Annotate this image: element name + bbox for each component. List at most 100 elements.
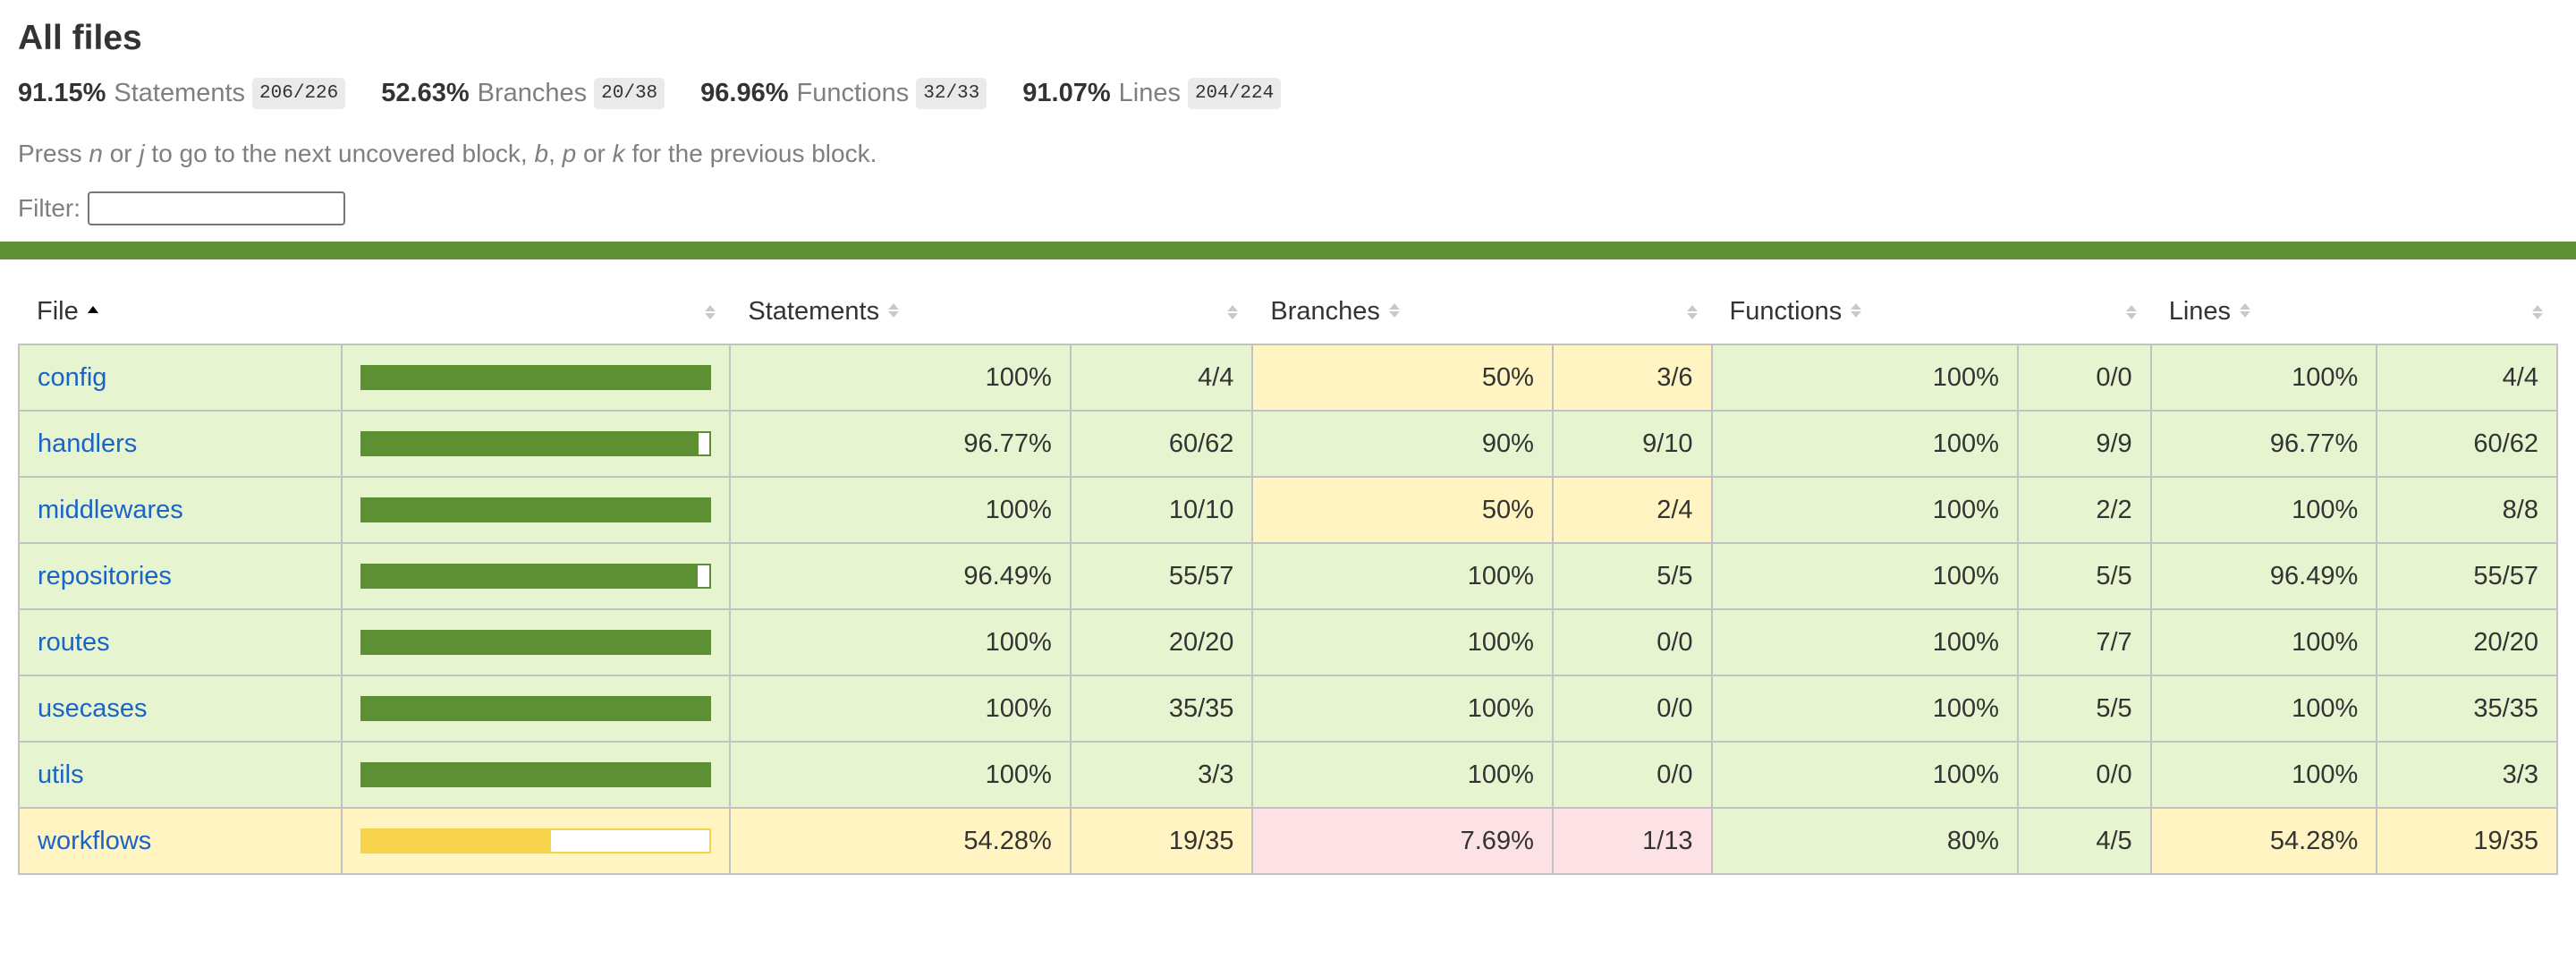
sort-ascending-icon [87, 305, 100, 315]
header-functions[interactable]: Functions [1712, 279, 2018, 344]
header-lines[interactable]: Lines [2151, 279, 2377, 344]
file-cell: config [17, 344, 343, 412]
functions-pct: 80% [1710, 807, 2019, 875]
coverage-bar [360, 564, 712, 589]
hint-key: k [612, 140, 625, 167]
lines-pct: 54.28% [2149, 807, 2378, 875]
coverage-bar [360, 365, 712, 390]
file-link[interactable]: handlers [38, 429, 138, 458]
header-file-bar[interactable] [342, 279, 730, 344]
header-branches[interactable]: Branches [1252, 279, 1552, 344]
lines-pct: 96.49% [2149, 542, 2378, 610]
coverage-bar-fill [362, 830, 551, 852]
header-label: Lines [2168, 296, 2232, 326]
branches-fraction: 3/6 [1551, 344, 1713, 412]
filter-input[interactable] [88, 191, 345, 225]
coverage-bar-fill [362, 764, 710, 785]
file-link[interactable]: utils [38, 760, 84, 789]
hint-key: p [562, 140, 577, 167]
table-row: repositories 96.49% 55/57 100% 5/5 100% 5/5 96.… [17, 542, 2558, 610]
branches-pct: 100% [1251, 675, 1554, 743]
header-branches-raw[interactable] [1553, 279, 1712, 344]
table-row: routes 100% 20/20 100% 0/0 100% 7/7 100% 20/20 [17, 608, 2558, 676]
hint-text: Press [18, 140, 89, 167]
hint-key: n [89, 140, 103, 167]
branches-fraction: 2/4 [1551, 476, 1713, 544]
sort-neutral-icon [888, 302, 901, 318]
header-statements[interactable]: Statements [730, 279, 1070, 344]
branches-pct: 100% [1251, 542, 1554, 610]
file-cell: handlers [17, 410, 343, 478]
sort-neutral-icon [705, 305, 717, 319]
statements-fraction: 3/3 [1069, 741, 1254, 809]
lines-fraction: 8/8 [2376, 476, 2558, 544]
lines-fraction: 55/57 [2376, 542, 2558, 610]
functions-pct: 100% [1710, 344, 2019, 412]
keyboard-hint: Press n or j to go to the next uncovered… [18, 138, 2558, 170]
functions-fraction: 5/5 [2016, 675, 2152, 743]
file-link[interactable]: config [38, 362, 107, 392]
file-cell: utils [17, 741, 343, 809]
branches-pct: 100% [1251, 608, 1554, 676]
table-row: handlers 96.77% 60/62 90% 9/10 100% 9/9 96.77% 6… [17, 410, 2558, 478]
table-header-row: File Statements Branches Functions Lines [19, 279, 2557, 344]
functions-fraction: 4/5 [2016, 807, 2152, 875]
branches-fraction: 0/0 [1551, 608, 1713, 676]
functions-pct: 100% [1710, 542, 2019, 610]
lines-fraction: 4/4 [2376, 344, 2558, 412]
table-row: utils 100% 3/3 100% 0/0 100% 0/0 100% 3/3 [17, 741, 2558, 809]
functions-pct: 100% [1710, 410, 2019, 478]
coverage-bar-cell [341, 741, 732, 809]
functions-fraction: 0/0 [2016, 344, 2152, 412]
summary-lines: 91.07% Lines 204/224 [1022, 77, 1282, 109]
coverage-bar-fill [362, 565, 698, 587]
coverage-bar [360, 762, 712, 787]
file-cell: workflows [17, 807, 343, 875]
coverage-bar-cell [341, 542, 732, 610]
statements-fraction: 10/10 [1069, 476, 1254, 544]
file-link[interactable]: usecases [38, 693, 148, 723]
header-statements-raw[interactable] [1071, 279, 1253, 344]
header-label: Branches [1270, 296, 1380, 326]
functions-pct: 100% [1710, 675, 2019, 743]
summary-label: Statements [114, 78, 246, 107]
branches-fraction: 0/0 [1551, 741, 1713, 809]
file-link[interactable]: workflows [38, 826, 152, 855]
statements-pct: 100% [729, 741, 1072, 809]
sort-neutral-icon [2125, 305, 2139, 319]
lines-pct: 100% [2149, 741, 2378, 809]
header-functions-raw[interactable] [2018, 279, 2151, 344]
statements-pct: 96.77% [729, 410, 1072, 478]
file-link[interactable]: repositories [38, 561, 172, 590]
functions-fraction: 0/0 [2016, 741, 2152, 809]
summary-fraction: 20/38 [594, 77, 665, 109]
lines-fraction: 35/35 [2376, 675, 2558, 743]
sort-neutral-icon [1227, 305, 1240, 319]
lines-pct: 96.77% [2149, 410, 2378, 478]
coverage-bar-fill [362, 499, 710, 521]
functions-fraction: 9/9 [2016, 410, 2152, 478]
functions-pct: 100% [1710, 476, 2019, 544]
header-label: Statements [748, 296, 880, 326]
header-section: All files 91.15% Statements 206/226 52.6… [0, 0, 2576, 225]
summary-fraction: 32/33 [916, 77, 987, 109]
file-link[interactable]: routes [38, 627, 110, 657]
statements-pct: 100% [729, 344, 1072, 412]
header-lines-raw[interactable] [2377, 279, 2557, 344]
branches-pct: 7.69% [1251, 807, 1554, 875]
file-link[interactable]: middlewares [38, 495, 183, 524]
coverage-bar [360, 497, 712, 522]
statements-pct: 100% [729, 476, 1072, 544]
summary-pct: 91.15% [18, 78, 106, 107]
header-file[interactable]: File [19, 279, 342, 344]
lines-fraction: 19/35 [2376, 807, 2558, 875]
lines-fraction: 20/20 [2376, 608, 2558, 676]
branches-pct: 50% [1251, 476, 1554, 544]
coverage-bar-cell [341, 807, 732, 875]
summary-label: Branches [477, 78, 588, 107]
lines-pct: 100% [2149, 675, 2378, 743]
header-label: File [37, 296, 79, 326]
header-label: Functions [1729, 296, 1843, 326]
coverage-bar [360, 828, 712, 853]
summary-label: Lines [1118, 78, 1181, 107]
